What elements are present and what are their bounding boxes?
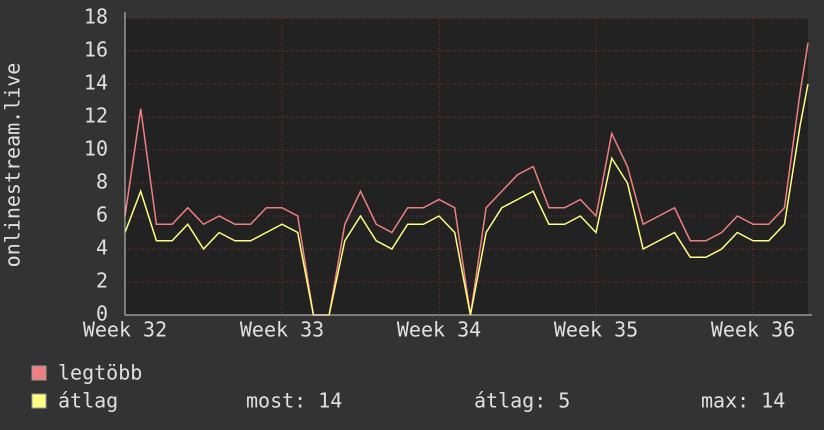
x-tick-label: Week 36	[711, 318, 795, 342]
y-tick-label: 10	[84, 137, 108, 161]
stat-value: 14	[318, 389, 342, 413]
stat-label: átlag:	[474, 389, 546, 413]
x-tick-label: Week 33	[240, 318, 324, 342]
stat-label: most:	[246, 389, 306, 413]
y-tick-label: 18	[84, 5, 108, 29]
plot-area	[125, 18, 808, 315]
x-tick-label: Week 32	[83, 318, 167, 342]
stat-value: 5	[558, 389, 570, 413]
y-tick-label: 2	[96, 269, 108, 293]
y-tick-label: 14	[84, 71, 108, 95]
legend-label: átlag	[58, 389, 118, 413]
y-tick-label: 8	[96, 170, 108, 194]
y-tick-label: 12	[84, 104, 108, 128]
y-tick-label: 4	[96, 236, 108, 260]
stat-label: max:	[701, 389, 749, 413]
y-tick-label: 0	[96, 302, 108, 326]
legend-swatch	[31, 365, 47, 381]
x-tick-label: Week 35	[554, 318, 638, 342]
stat-value: 14	[761, 389, 785, 413]
y-tick-label: 16	[84, 38, 108, 62]
legend-label: legtöbb	[58, 361, 142, 385]
y-axis-label: onlinestream.live	[1, 63, 25, 268]
y-tick-label: 6	[96, 203, 108, 227]
legend-swatch	[31, 393, 47, 409]
x-tick-label: Week 34	[397, 318, 481, 342]
